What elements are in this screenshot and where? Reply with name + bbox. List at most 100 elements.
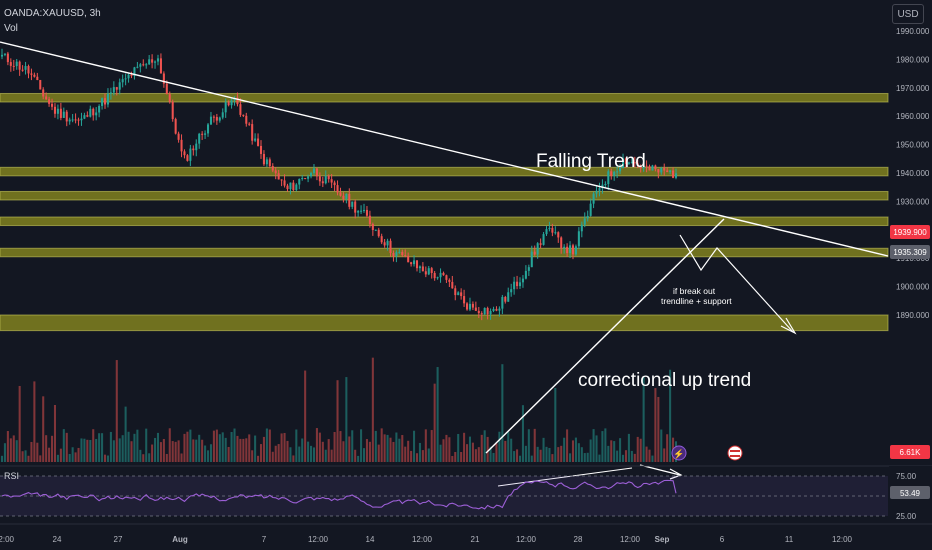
candle xyxy=(374,229,377,231)
candle xyxy=(539,243,542,245)
volume-bar xyxy=(566,429,569,462)
candle xyxy=(148,59,151,65)
rsi-tick-label: 25.00 xyxy=(896,512,917,521)
volume-bar xyxy=(398,438,401,462)
candle xyxy=(636,163,639,166)
candle xyxy=(53,106,57,114)
candle xyxy=(130,74,133,76)
falling-trendline xyxy=(0,41,889,257)
candle xyxy=(527,267,530,271)
volume-bar xyxy=(454,452,457,462)
price-tick-label: 1970.000 xyxy=(896,84,930,93)
volume-bar xyxy=(53,404,57,462)
candle xyxy=(342,195,345,199)
candle xyxy=(542,234,545,245)
time-tick-label: 12:00 xyxy=(412,535,433,544)
flag-icon[interactable] xyxy=(727,445,743,461)
volume-bar xyxy=(83,438,86,462)
volume-bar xyxy=(642,376,645,462)
candle xyxy=(254,138,257,141)
candle xyxy=(589,203,592,216)
volume-bar xyxy=(442,439,445,462)
currency-button[interactable]: USD xyxy=(892,4,924,24)
volume-bar xyxy=(407,440,410,462)
breakout-note-line2: trendline + support xyxy=(661,296,732,306)
candle xyxy=(265,159,268,165)
candle xyxy=(498,308,501,311)
volume-bar xyxy=(136,429,139,462)
rsi-arrowhead xyxy=(669,468,683,480)
candle xyxy=(486,307,489,315)
volume-bar xyxy=(489,446,492,462)
candle xyxy=(536,243,539,255)
volume-bar xyxy=(401,435,404,462)
candle xyxy=(642,165,645,169)
candle xyxy=(312,168,316,173)
candle xyxy=(360,210,363,212)
candle xyxy=(283,180,286,186)
candle xyxy=(165,83,168,95)
candle xyxy=(186,155,189,161)
candle xyxy=(598,188,601,191)
candle xyxy=(533,251,536,255)
volume-bar xyxy=(233,428,236,462)
candle xyxy=(660,168,663,173)
candle xyxy=(292,182,295,191)
candle xyxy=(115,87,118,90)
candle xyxy=(156,58,160,62)
volume-bar xyxy=(248,434,251,462)
candle xyxy=(12,65,15,67)
volume-bar xyxy=(336,380,339,462)
rising-trendline xyxy=(485,218,725,454)
volume-bar xyxy=(621,454,625,462)
volume-bar xyxy=(92,429,95,462)
volume-bar xyxy=(80,438,83,462)
candle xyxy=(174,119,177,134)
volume-bar xyxy=(221,432,224,462)
candle xyxy=(651,165,654,171)
volume-bar xyxy=(12,435,15,462)
candle xyxy=(162,73,165,84)
volume-bar xyxy=(3,443,6,462)
volume-bar xyxy=(345,377,348,462)
volume-bar xyxy=(498,431,501,462)
volume-bar xyxy=(557,447,560,462)
candle xyxy=(304,178,307,180)
volume-bar xyxy=(21,451,24,462)
candle xyxy=(669,170,672,173)
candle xyxy=(204,133,207,135)
volume-bar xyxy=(663,448,666,462)
candle xyxy=(83,115,86,119)
candle xyxy=(118,82,121,90)
candle xyxy=(36,76,39,81)
volume-bar xyxy=(616,450,619,462)
price-tick-label: 1930.000 xyxy=(896,197,930,206)
volume-bar xyxy=(18,385,21,462)
volume-bar xyxy=(377,444,380,462)
volume-bar xyxy=(421,450,424,462)
support-zone xyxy=(0,314,889,332)
support-zone xyxy=(0,216,889,227)
price-badge xyxy=(890,245,930,259)
candle xyxy=(554,232,557,234)
candle xyxy=(212,116,215,118)
candle xyxy=(9,62,12,66)
lightning-icon[interactable] xyxy=(671,445,687,461)
candle xyxy=(595,190,598,194)
volume-bar xyxy=(527,429,530,462)
candle xyxy=(592,193,595,204)
volume-bar xyxy=(251,450,254,462)
candle xyxy=(392,253,395,257)
candle xyxy=(365,209,368,216)
candle xyxy=(569,245,572,254)
candle xyxy=(501,296,504,309)
projection-path xyxy=(679,234,794,333)
volume-bar xyxy=(339,431,342,462)
candle xyxy=(601,184,604,189)
volume-bar xyxy=(318,432,321,462)
time-tick-label: 14 xyxy=(366,535,375,544)
volume-bar xyxy=(560,445,563,462)
volume-bar xyxy=(212,430,215,462)
correctional-trend-label: correctional up trend xyxy=(578,370,751,391)
